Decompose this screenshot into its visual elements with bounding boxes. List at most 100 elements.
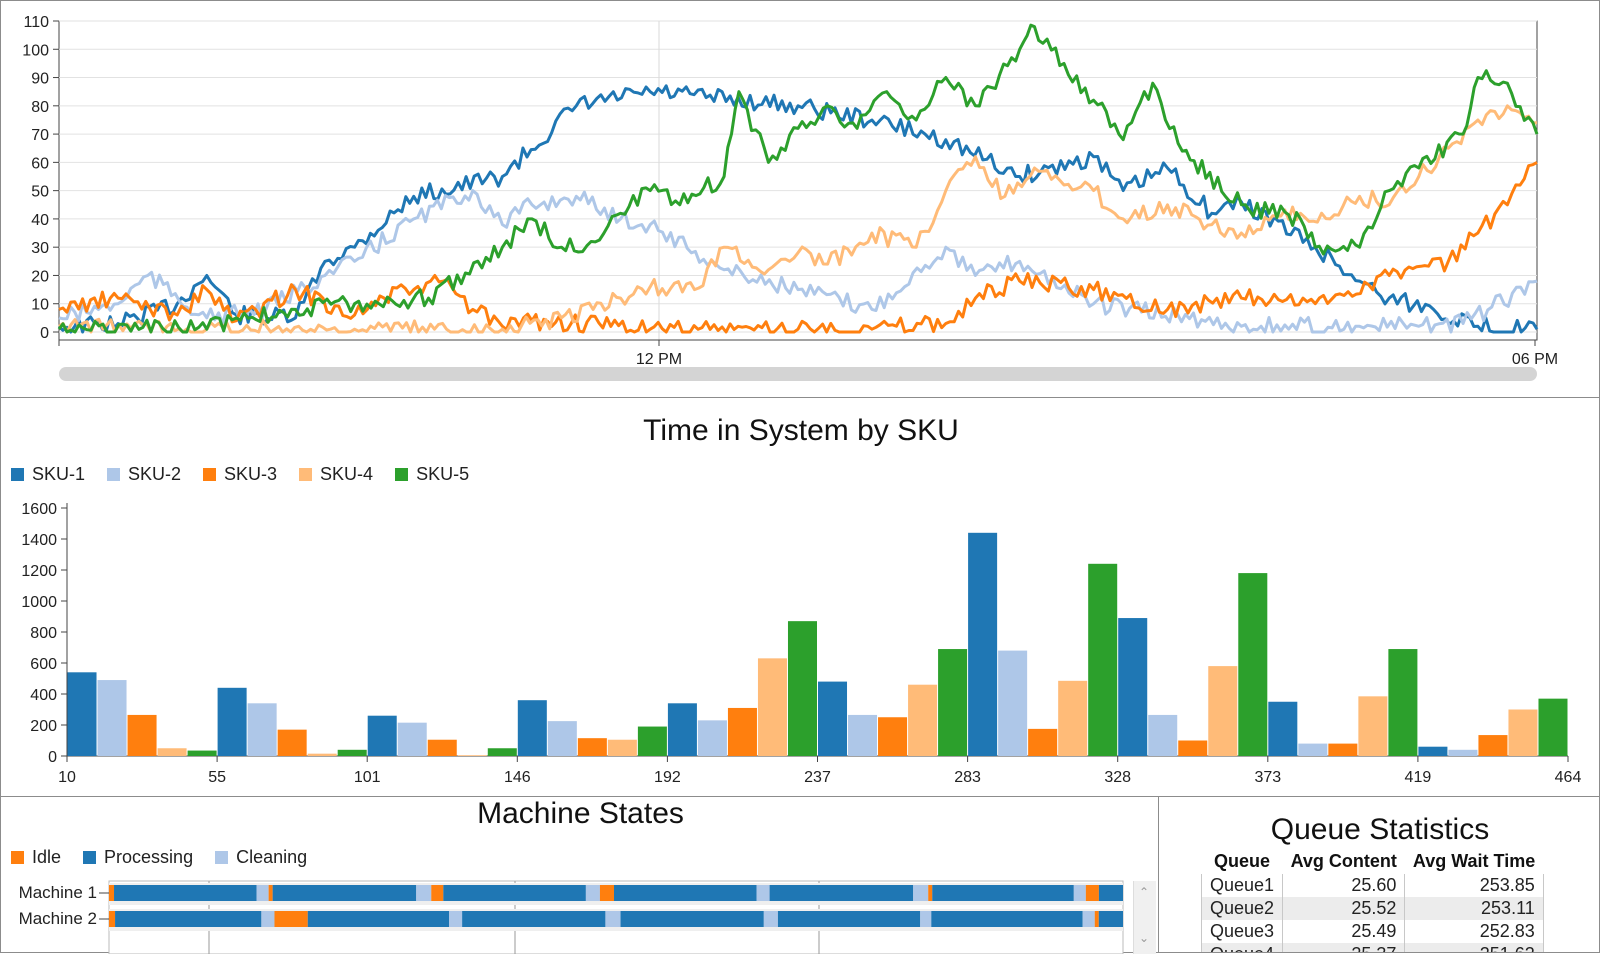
line-chart-panel: 0 10 20 30 40 50 60 70 80 90 100 110 12 PM 06 PM xyxy=(0,0,1600,398)
column-header[interactable]: Avg Wait Time xyxy=(1412,851,1536,871)
x-tick-label: 10 xyxy=(58,769,76,786)
bar-sku-5 xyxy=(938,649,968,756)
legend-item-sku-3[interactable]: SKU-3 xyxy=(203,464,277,485)
bar-sku-3 xyxy=(727,707,757,756)
legend-label: Processing xyxy=(104,847,194,867)
bar-sku-3 xyxy=(577,738,607,756)
y-tick-label: 1200 xyxy=(21,563,57,580)
state-segment-cleaning xyxy=(756,885,770,901)
table-row[interactable]: Queue2 25.52 253.11 xyxy=(1200,897,1544,920)
x-tick-label: 373 xyxy=(1254,769,1281,786)
legend-item-processing[interactable]: Processing xyxy=(83,847,193,868)
bar-chart-panel: Time in System by SKU SKU-1 SKU-2 SKU-3 SKU… xyxy=(0,397,1600,797)
legend-label: SKU-4 xyxy=(320,464,374,484)
table-row[interactable]: Queue1 25.60 253.85 xyxy=(1200,874,1544,897)
y-tick-label: 0 xyxy=(40,325,49,342)
bar-sku-4 xyxy=(307,753,337,756)
bar-sku-4 xyxy=(1358,696,1388,756)
machine-states-scrollbar[interactable]: ⌃ ⌄ xyxy=(1133,881,1156,954)
state-segment-processing xyxy=(115,911,262,927)
legend-item-cleaning[interactable]: Cleaning xyxy=(215,847,307,868)
y-tick-label: 70 xyxy=(31,127,49,144)
x-tick-label: 101 xyxy=(354,769,381,786)
legend-label: SKU-5 xyxy=(416,464,470,484)
column-header[interactable]: Avg Content xyxy=(1290,851,1397,871)
y-tick-label: 200 xyxy=(30,718,57,735)
legend-swatch xyxy=(83,851,97,864)
state-segment-processing xyxy=(620,911,764,927)
y-tick-label: 10 xyxy=(31,297,49,314)
y-tick-label: 80 xyxy=(31,99,49,116)
y-tick-label: 50 xyxy=(31,184,49,201)
machine-label: Machine 1 xyxy=(19,883,97,902)
y-tick-label: 20 xyxy=(31,268,49,285)
state-segment-processing xyxy=(114,885,257,901)
state-segment-processing xyxy=(931,911,1083,927)
table-cell: Queue3 xyxy=(1200,920,1284,943)
bar-sku-5 xyxy=(1538,698,1568,756)
state-segment-idle xyxy=(1094,911,1099,927)
table-cell: 25.60 xyxy=(1282,874,1406,897)
x-tick-label: 419 xyxy=(1405,769,1432,786)
series-line-sku-1 xyxy=(57,84,1539,334)
state-segment-processing xyxy=(272,885,417,901)
bar-sku-2 xyxy=(547,721,577,756)
x-tick-label: 237 xyxy=(804,769,831,786)
bar-sku-2 xyxy=(1448,749,1478,756)
table-cell: 25.52 xyxy=(1282,897,1406,920)
bar-sku-5 xyxy=(637,726,667,756)
state-segment-processing xyxy=(613,885,757,901)
bar-sku-1 xyxy=(1268,701,1298,756)
bar-chart-legend: SKU-1 SKU-2 SKU-3 SKU-4 SKU-5 xyxy=(11,464,469,485)
series-line-sku-2 xyxy=(58,189,1538,334)
table-cell: 251.62 xyxy=(1404,943,1544,952)
bar-sku-3 xyxy=(1478,735,1508,756)
legend-label: Cleaning xyxy=(236,847,308,867)
bar-sku-2 xyxy=(97,680,127,756)
y-tick-label: 60 xyxy=(31,155,49,172)
bar-sku-2 xyxy=(697,720,727,756)
legend-swatch xyxy=(395,468,409,481)
scroll-up-icon[interactable]: ⌃ xyxy=(1139,885,1150,899)
state-segment-idle xyxy=(268,885,273,901)
bar-sku-4 xyxy=(757,658,787,756)
time-scrollbar[interactable] xyxy=(59,367,1537,381)
bar-sku-1 xyxy=(367,715,397,756)
bar-sku-4 xyxy=(1208,666,1238,756)
legend-item-sku-4[interactable]: SKU-4 xyxy=(299,464,373,485)
bar-sku-3 xyxy=(127,714,157,756)
scroll-down-icon[interactable]: ⌄ xyxy=(1139,931,1150,945)
bar-sku-1 xyxy=(667,703,697,756)
table-cell: 253.11 xyxy=(1404,897,1544,920)
legend-swatch xyxy=(215,851,229,864)
bar-sku-5 xyxy=(487,748,517,756)
machine-label: Machine 2 xyxy=(19,909,97,928)
state-segment-processing xyxy=(443,885,586,901)
bar-sku-5 xyxy=(787,621,817,756)
legend-item-sku-1[interactable]: SKU-1 xyxy=(11,464,85,485)
x-tick-label: 06 PM xyxy=(1512,351,1558,368)
legend-item-sku-5[interactable]: SKU-5 xyxy=(395,464,469,485)
y-tick-label: 100 xyxy=(22,42,49,59)
state-segment-idle xyxy=(1085,885,1099,901)
machine-states-chart: Machine 1 Machine 2 xyxy=(19,880,1124,954)
x-tick-label: 283 xyxy=(954,769,981,786)
table-cell: Queue4 xyxy=(1200,943,1284,952)
bar-sku-5 xyxy=(1088,563,1118,756)
legend-item-idle[interactable]: Idle xyxy=(11,847,61,868)
state-segment-processing xyxy=(1098,885,1123,901)
state-segment-processing xyxy=(769,885,914,901)
legend-label: Idle xyxy=(32,847,62,867)
bar-sku-4 xyxy=(1508,709,1538,756)
table-row[interactable]: Queue3 25.49 252.83 xyxy=(1200,920,1544,943)
bar-sku-5 xyxy=(187,750,217,756)
x-tick-label: 192 xyxy=(654,769,681,786)
column-header[interactable]: Queue xyxy=(1214,851,1271,871)
bar-sku-4 xyxy=(908,684,938,756)
bar-sku-2 xyxy=(1148,714,1178,756)
legend-label: SKU-2 xyxy=(128,464,182,484)
state-segment-idle xyxy=(928,885,933,901)
table-row[interactable]: Queue425.37251.62 xyxy=(1200,943,1544,952)
legend-item-sku-2[interactable]: SKU-2 xyxy=(107,464,181,485)
table-cell: 25.49 xyxy=(1282,920,1406,943)
